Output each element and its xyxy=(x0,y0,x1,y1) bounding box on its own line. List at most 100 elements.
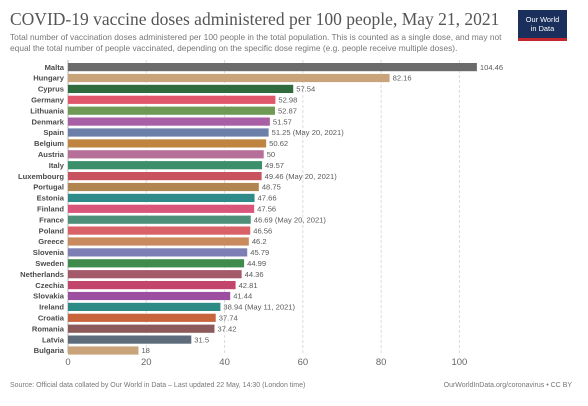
x-tick-label: 40 xyxy=(219,357,230,368)
bar-row-hungary[interactable]: Hungary 82.16 xyxy=(33,74,411,83)
bar-row-poland[interactable]: Poland 46.56 xyxy=(39,226,273,235)
bar[interactable] xyxy=(68,204,255,213)
bar[interactable] xyxy=(68,313,216,322)
source-note: Source: Official data collated by Our Wo… xyxy=(10,382,306,389)
bar[interactable] xyxy=(68,73,390,83)
bar[interactable] xyxy=(68,95,276,104)
country-label: Greece xyxy=(38,237,64,246)
bar[interactable] xyxy=(68,172,262,181)
value-label: 42.81 xyxy=(239,281,258,290)
bar[interactable] xyxy=(68,161,263,170)
value-label: 38.94 (May 11, 2021) xyxy=(223,303,295,312)
bar[interactable] xyxy=(68,84,294,93)
bar[interactable] xyxy=(68,117,270,126)
bar-row-slovenia[interactable]: Slovenia 45.79 xyxy=(33,248,269,257)
bar-row-lithuania[interactable]: Lithuania 52.87 xyxy=(30,106,297,115)
bar-row-netherlands[interactable]: Netherlands 44.36 xyxy=(20,270,264,279)
logo-line-2: in Data xyxy=(530,23,555,33)
country-label: Croatia xyxy=(38,314,65,323)
country-label: Portugal xyxy=(33,183,64,192)
country-label: Slovenia xyxy=(33,248,65,257)
value-label: 45.79 xyxy=(250,248,269,257)
bar[interactable] xyxy=(68,270,242,279)
bar[interactable] xyxy=(68,106,275,115)
bar-row-austria[interactable]: Austria 50 xyxy=(38,150,275,159)
bar-row-cyprus[interactable]: Cyprus 57.54 xyxy=(38,85,315,94)
bar-row-slovakia[interactable]: Slovakia 41.44 xyxy=(33,292,252,301)
bar-row-malta[interactable]: Malta 104.46 xyxy=(45,63,504,72)
bar-row-czechia[interactable]: Czechia 42.81 xyxy=(35,281,257,290)
x-tick-label: 60 xyxy=(298,357,309,368)
bar-row-romania[interactable]: Romania 37.42 xyxy=(32,324,237,333)
owid-logo[interactable]: Our World in Data xyxy=(518,10,567,41)
value-label: 49.46 (May 20, 2021) xyxy=(265,172,338,181)
country-label: Hungary xyxy=(33,74,65,83)
country-label: Czechia xyxy=(35,281,64,290)
country-label: Estonia xyxy=(37,194,65,203)
license-link[interactable]: OurWorldInData.org/coronavirus • CC BY xyxy=(443,382,572,389)
country-label: Spain xyxy=(43,128,64,137)
bar-row-portugal[interactable]: Portugal 48.75 xyxy=(33,183,281,192)
country-label: Poland xyxy=(39,226,65,235)
value-label: 46.69 (May 20, 2021) xyxy=(254,215,327,224)
bar-row-italy[interactable]: Italy 49.57 xyxy=(49,161,284,170)
bar-row-estonia[interactable]: Estonia 47.66 xyxy=(37,194,277,203)
bar-row-greece[interactable]: Greece 46.2 xyxy=(38,237,266,246)
bars-layer: Malta 104.46 Hungary 82.16 Cyprus 57.54 German… xyxy=(18,63,503,355)
value-label: 31.5 xyxy=(194,335,209,344)
country-label: Lithuania xyxy=(30,106,65,115)
bar-row-latvia[interactable]: Latvia 31.5 xyxy=(42,335,209,344)
country-label: Belgium xyxy=(34,139,64,148)
bar[interactable] xyxy=(68,281,236,290)
value-label: 57.54 xyxy=(296,85,315,94)
bar-row-croatia[interactable]: Croatia 37.74 xyxy=(38,314,238,323)
bar[interactable] xyxy=(68,259,245,268)
bar[interactable] xyxy=(68,63,477,72)
bar[interactable] xyxy=(68,193,255,202)
value-label: 37.42 xyxy=(217,324,236,333)
country-label: Cyprus xyxy=(38,85,64,94)
bar[interactable] xyxy=(68,248,248,257)
value-label: 50.62 xyxy=(269,139,288,148)
bar-row-ireland[interactable]: Ireland 38.94 (May 11, 2021) xyxy=(39,303,295,312)
country-label: Netherlands xyxy=(20,270,64,279)
bar[interactable] xyxy=(68,346,139,355)
bar[interactable] xyxy=(68,291,231,301)
bar[interactable] xyxy=(68,150,264,159)
bar[interactable] xyxy=(68,226,251,235)
value-label: 37.74 xyxy=(219,314,238,323)
value-label: 50 xyxy=(267,150,275,159)
country-label: France xyxy=(39,215,64,224)
bar[interactable] xyxy=(68,324,215,333)
value-label: 51.57 xyxy=(273,117,292,126)
x-tick-label: 20 xyxy=(141,357,152,368)
bar-row-luxembourg[interactable]: Luxembourg 49.46 (May 20, 2021) xyxy=(18,172,337,181)
x-tick-label: 0 xyxy=(65,357,70,368)
bar-row-spain[interactable]: Spain 51.25 (May 20, 2021) xyxy=(43,128,344,137)
bar-row-denmark[interactable]: Denmark 51.57 xyxy=(32,117,292,126)
bar[interactable] xyxy=(68,139,267,148)
bar-row-germany[interactable]: Germany 52.98 xyxy=(31,96,297,105)
bar-row-belgium[interactable]: Belgium 50.62 xyxy=(34,139,288,148)
x-tick-label: 80 xyxy=(376,357,387,368)
chart-subtitle: Total number of vaccination doses admini… xyxy=(10,32,502,53)
country-label: Romania xyxy=(32,324,65,333)
value-label: 41.44 xyxy=(233,292,252,301)
country-label: Malta xyxy=(45,63,65,72)
bar-row-sweden[interactable]: Sweden 44.99 xyxy=(35,259,266,268)
bar-row-bulgaria[interactable]: Bulgaria 18 xyxy=(34,346,150,355)
bar[interactable] xyxy=(68,302,221,311)
bar[interactable] xyxy=(68,182,259,192)
bar-row-finland[interactable]: Finland 47.56 xyxy=(37,205,276,214)
bar[interactable] xyxy=(68,237,249,246)
bar[interactable] xyxy=(68,335,192,344)
country-label: Luxembourg xyxy=(18,172,64,181)
country-label: Germany xyxy=(31,96,65,105)
value-label: 46.2 xyxy=(252,237,267,246)
country-label: Ireland xyxy=(39,303,64,312)
bar[interactable] xyxy=(68,128,269,137)
country-label: Bulgaria xyxy=(34,346,65,355)
bar-row-france[interactable]: France 46.69 (May 20, 2021) xyxy=(39,215,326,224)
bar[interactable] xyxy=(68,215,251,224)
